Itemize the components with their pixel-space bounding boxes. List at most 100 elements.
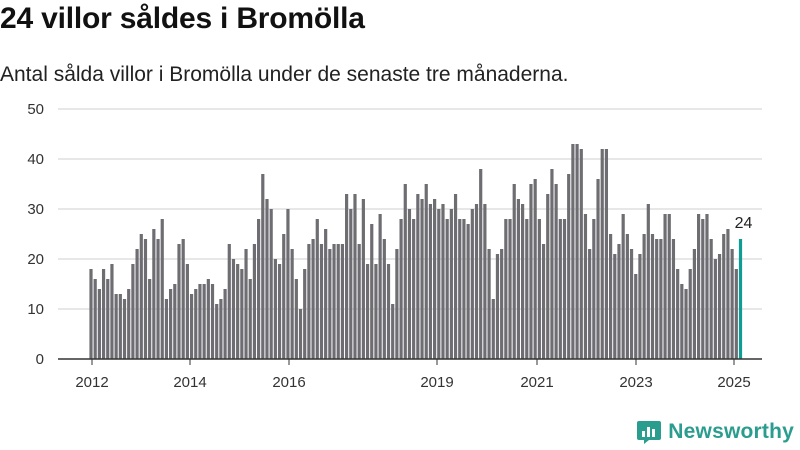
bar	[575, 144, 579, 359]
bar	[629, 249, 634, 359]
bar	[462, 219, 466, 359]
bar	[479, 169, 483, 359]
bar	[441, 204, 445, 359]
y-tick-label: 30	[27, 201, 44, 218]
bar	[525, 219, 529, 359]
bar	[437, 209, 441, 359]
bar	[315, 219, 319, 359]
bar	[487, 249, 491, 359]
bar	[391, 304, 395, 359]
bar	[349, 209, 353, 359]
bar	[370, 224, 374, 359]
bar	[713, 259, 717, 359]
bar	[730, 249, 734, 359]
bar	[173, 284, 177, 359]
bar	[604, 149, 609, 359]
bar	[424, 184, 428, 359]
newsworthy-brand: Newsworthy	[636, 419, 794, 445]
bar	[474, 204, 479, 359]
bar	[671, 239, 676, 359]
x-tick-label: 2016	[272, 374, 305, 391]
bar	[680, 284, 684, 359]
bar	[428, 204, 433, 359]
bar	[290, 249, 294, 359]
bar	[282, 234, 286, 359]
bar	[529, 184, 533, 359]
bar	[97, 289, 101, 359]
bar	[257, 219, 261, 359]
bar	[512, 184, 516, 359]
bar	[625, 234, 629, 359]
bar	[185, 264, 189, 359]
bar	[328, 249, 332, 359]
bar	[688, 269, 692, 359]
bar	[571, 144, 575, 359]
bar	[202, 284, 206, 359]
bar	[642, 234, 646, 359]
y-tick-label: 0	[36, 351, 44, 368]
bar	[449, 209, 453, 359]
bar	[697, 214, 701, 359]
bar	[705, 214, 709, 359]
bar	[717, 254, 722, 359]
bar	[508, 219, 512, 359]
x-tick-label: 2023	[619, 374, 652, 391]
bar	[307, 244, 311, 359]
bar	[650, 234, 655, 359]
bar	[148, 279, 152, 359]
bar	[340, 244, 345, 359]
bar	[198, 284, 202, 359]
newsworthy-logo-icon	[637, 421, 662, 444]
highlighted-bar	[738, 239, 743, 359]
bar	[261, 174, 265, 359]
bar	[206, 279, 210, 359]
bar	[357, 244, 361, 359]
bar	[89, 269, 93, 359]
bar	[210, 284, 215, 359]
bar	[336, 244, 340, 359]
bar	[152, 229, 156, 359]
bar	[244, 249, 248, 359]
bar	[181, 239, 185, 359]
bar	[516, 199, 521, 359]
bar	[504, 219, 508, 359]
bar	[701, 219, 705, 359]
bar	[617, 244, 621, 359]
bar	[709, 239, 713, 359]
bar	[110, 264, 114, 359]
bar	[236, 264, 240, 359]
bar	[726, 229, 730, 359]
x-tick-label: 2012	[75, 374, 108, 391]
bar	[215, 304, 219, 359]
bar	[692, 249, 697, 359]
y-tick-label: 50	[27, 101, 44, 118]
bar	[613, 254, 617, 359]
bar	[265, 199, 269, 359]
bar	[160, 219, 164, 359]
bar	[332, 244, 336, 359]
bar	[365, 264, 370, 359]
bar	[286, 209, 290, 359]
bar	[621, 214, 625, 359]
bar	[663, 214, 667, 359]
y-tick-label: 10	[27, 301, 44, 318]
bar	[659, 239, 663, 359]
bar	[537, 219, 541, 359]
bar	[466, 224, 470, 359]
y-tick-label: 20	[27, 251, 44, 268]
bar	[579, 149, 583, 359]
x-tick-label: 2021	[520, 374, 553, 391]
bar	[453, 194, 458, 359]
bar	[269, 209, 273, 359]
bar	[101, 269, 106, 359]
bar	[416, 194, 420, 359]
bar	[558, 219, 562, 359]
bar	[164, 299, 169, 359]
bar	[127, 289, 131, 359]
bar	[156, 239, 160, 359]
bar	[118, 294, 122, 359]
bar	[500, 249, 504, 359]
bar	[596, 179, 600, 359]
x-tick-label: 2014	[173, 374, 206, 391]
